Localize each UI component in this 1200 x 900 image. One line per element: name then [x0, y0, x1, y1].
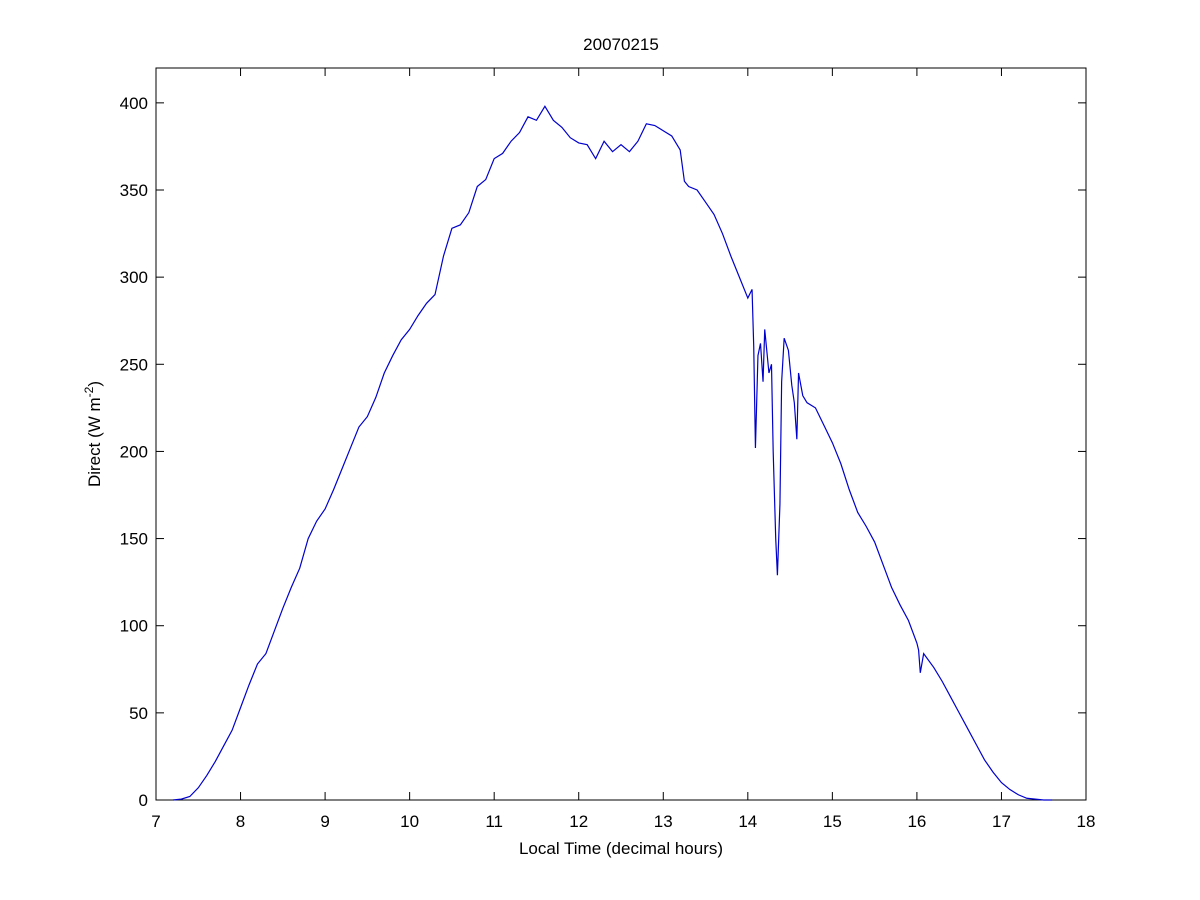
plot-area: [155, 67, 1087, 801]
y-label-sup: -2: [82, 386, 96, 397]
y-tick-label: 100: [120, 617, 148, 636]
data-line: [172, 105, 1053, 801]
x-tick-label: 10: [400, 812, 419, 831]
x-tick-label: 12: [569, 812, 588, 831]
x-tick-label: 7: [151, 812, 160, 831]
y-tick-label: 250: [120, 355, 148, 374]
x-tick-label: 18: [1077, 812, 1096, 831]
x-axis-label: Local Time (decimal hours): [519, 839, 723, 858]
y-tick-label: 0: [139, 791, 148, 810]
y-tick-label: 300: [120, 268, 148, 287]
chart-title: 20070215: [583, 35, 659, 54]
x-tick-label: 17: [992, 812, 1011, 831]
x-tick-label: 16: [907, 812, 926, 831]
y-tick-label: 50: [129, 704, 148, 723]
y-label-text: Direct (W m: [85, 397, 104, 487]
x-tick-label: 14: [738, 812, 757, 831]
x-tick-label: 15: [823, 812, 842, 831]
x-tick-label: 9: [320, 812, 329, 831]
y-tick-label: 350: [120, 181, 148, 200]
y-axis-label: Direct (W m-2): [82, 381, 104, 487]
x-tick-label: 13: [654, 812, 673, 831]
y-tick-label: 400: [120, 94, 148, 113]
x-tick-label: 11: [485, 812, 503, 831]
x-tick-label: 8: [236, 812, 245, 831]
y-label-end: ): [85, 381, 104, 387]
y-tick-label: 150: [120, 530, 148, 549]
y-tick-label: 200: [120, 442, 148, 461]
